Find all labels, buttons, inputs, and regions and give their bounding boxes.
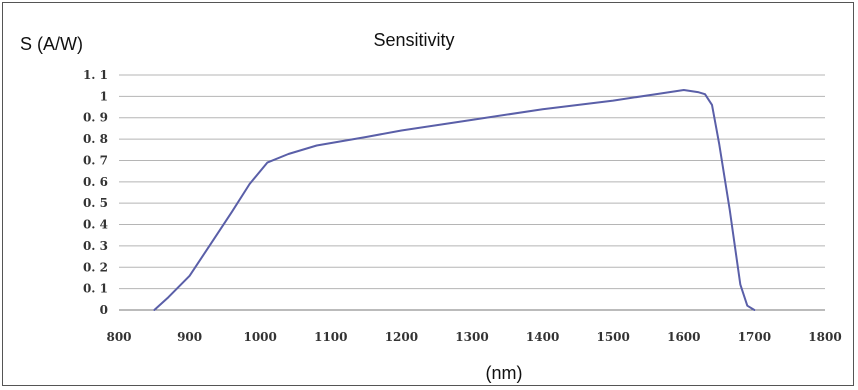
- x-tick-label: 800: [106, 330, 131, 344]
- x-tick-label: 1100: [314, 330, 347, 344]
- y-tick-label: 0. 6: [83, 175, 108, 189]
- x-tick-label: 1000: [243, 330, 276, 344]
- x-tick-label: 900: [177, 330, 202, 344]
- x-tick-label: 1300: [455, 330, 488, 344]
- x-tick-label: 1500: [596, 330, 629, 344]
- grid-lines: [119, 74, 825, 311]
- y-tick-label: 0. 7: [83, 153, 108, 167]
- x-tick-label: 1400: [526, 330, 559, 344]
- x-tick-label: 1800: [808, 330, 841, 344]
- x-tick-label: 1200: [385, 330, 418, 344]
- y-tick-label: 1. 1: [83, 68, 108, 82]
- y-axis-label: S (A/W): [20, 34, 83, 54]
- y-tick-labels: 0 0. 1 0. 2 0. 3 0. 4 0. 5 0. 6 0. 7 0. 8 0. 9 1 1.…: [83, 68, 108, 317]
- y-tick-label: 0. 9: [83, 111, 108, 125]
- x-tick-labels: 800 900 1000 1100 1200 1300 1400 1500 1600 1700 18…: [106, 330, 841, 344]
- y-tick-label: 0: [100, 303, 108, 317]
- x-tick-label: 1600: [667, 330, 700, 344]
- sensitivity-series-line: [153, 89, 756, 311]
- y-tick-label: 0. 2: [83, 260, 108, 274]
- y-tick-label: 0. 1: [83, 282, 108, 296]
- x-tick-label: 1700: [738, 330, 771, 344]
- x-axis-label: (nm): [486, 363, 523, 383]
- y-tick-label: 0. 3: [83, 239, 108, 253]
- y-tick-label: 0. 5: [83, 196, 108, 210]
- y-tick-label: 0. 4: [83, 218, 108, 232]
- y-tick-label: 1: [100, 89, 108, 103]
- chart-frame: [2, 2, 854, 386]
- series-layer: [153, 89, 756, 311]
- chart-title: Sensitivity: [373, 30, 454, 50]
- y-tick-label: 0. 8: [83, 132, 108, 146]
